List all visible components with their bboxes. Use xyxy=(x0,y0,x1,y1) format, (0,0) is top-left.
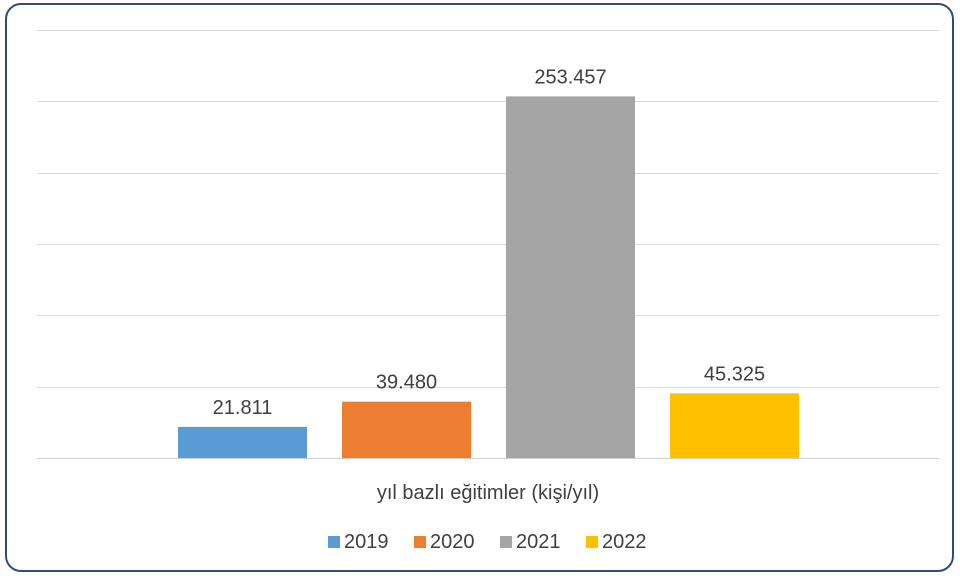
data-label-2019: 21.811 xyxy=(213,397,273,419)
data-labels: 21.811 39.480 253.457 45.325 xyxy=(213,66,765,418)
bar-2022 xyxy=(670,393,799,458)
legend-item-2022: 2022 xyxy=(586,531,647,553)
legend-item-2021: 2021 xyxy=(500,531,561,553)
legend-label-2020: 2020 xyxy=(430,531,475,553)
gridlines xyxy=(37,31,939,459)
legend-item-2019: 2019 xyxy=(328,531,389,553)
data-label-2022: 45.325 xyxy=(704,363,765,385)
data-label-2020: 39.480 xyxy=(376,372,437,394)
bar-2019 xyxy=(178,427,307,458)
data-label-2021: 253.457 xyxy=(534,66,606,88)
bar-2020 xyxy=(342,402,471,458)
legend: 2019 2020 2021 2022 xyxy=(328,531,647,553)
legend-swatch-2022 xyxy=(586,536,598,548)
legend-label-2022: 2022 xyxy=(602,531,647,553)
bar-2021 xyxy=(506,96,635,458)
legend-swatch-2020 xyxy=(414,536,426,548)
legend-swatch-2021 xyxy=(500,536,512,548)
legend-label-2021: 2021 xyxy=(516,531,561,553)
legend-label-2019: 2019 xyxy=(344,531,389,553)
legend-item-2020: 2020 xyxy=(414,531,475,553)
x-axis-title: yıl bazlı eğitimler (kişi/yıl) xyxy=(377,482,599,504)
legend-swatch-2019 xyxy=(328,536,340,548)
